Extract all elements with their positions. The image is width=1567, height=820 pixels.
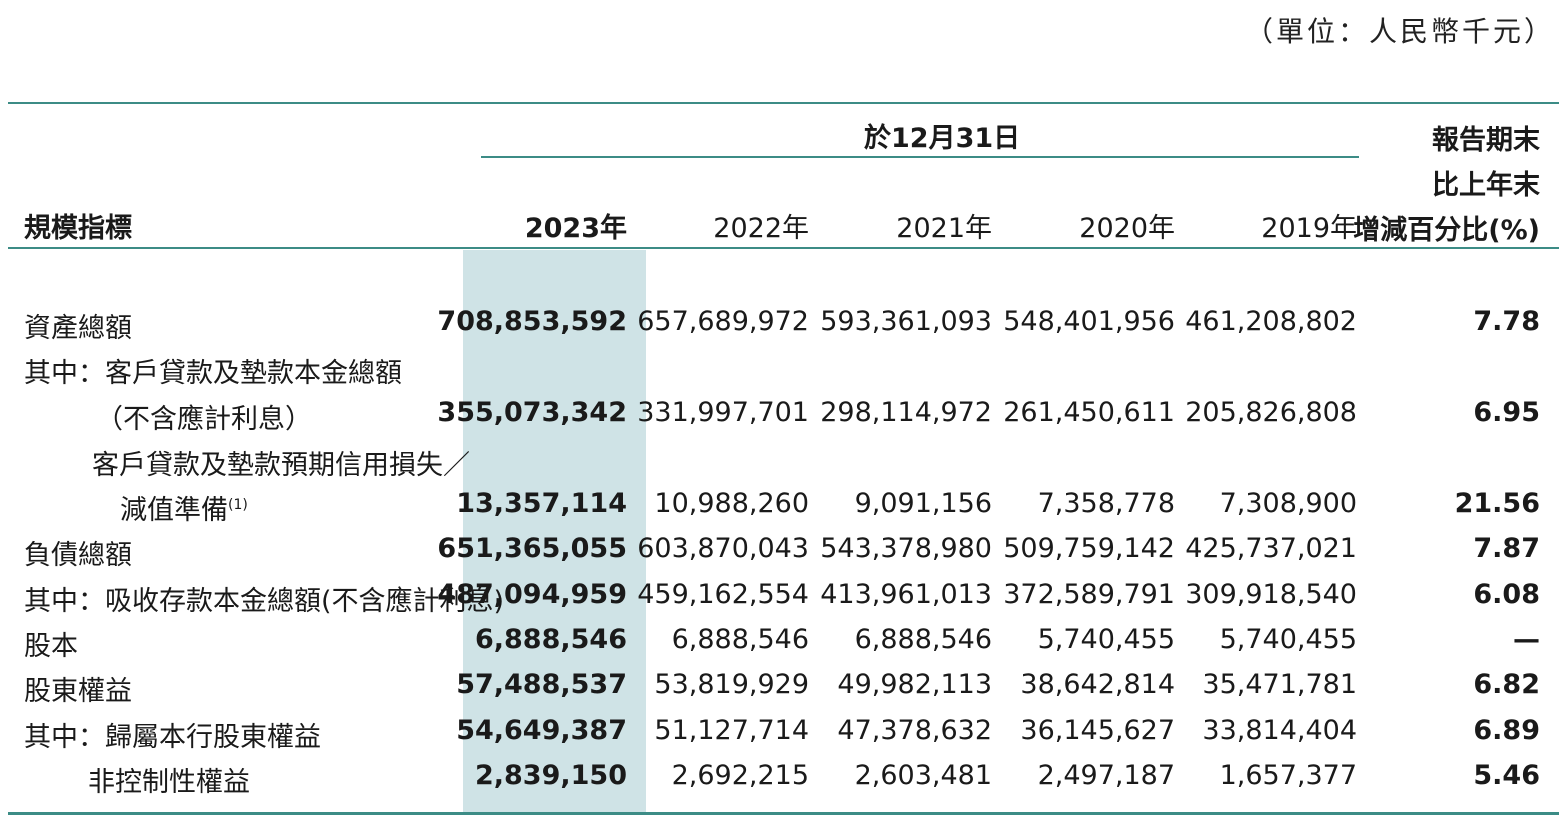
- row-label: 負債總額: [24, 540, 132, 571]
- row-label: 減值準備: [120, 495, 228, 526]
- cell-2020: 372,589,791: [1003, 579, 1175, 610]
- cell-2020: 5,740,455: [1037, 624, 1175, 655]
- cell-2019: 425,737,021: [1185, 533, 1357, 564]
- row-label: 其中：吸收存款本金總額(不含應計利息): [24, 586, 505, 617]
- cell-2023: 13,357,114: [456, 488, 627, 519]
- row-label-wrap: 減值準備(1): [120, 488, 248, 527]
- year-header-row: 2023年 2022年 2021年 2020年 2019年: [0, 200, 1567, 244]
- table-row: 其中：歸屬本行股東權益 54,649,387 51,127,714 47,378…: [0, 709, 1567, 754]
- year-header-2021: 2021年: [896, 213, 992, 244]
- year-header-2023: 2023年: [524, 213, 627, 244]
- cell-2021: 49,982,113: [837, 669, 992, 700]
- footnote-marker: (1): [228, 497, 248, 513]
- cell-2023: 651,365,055: [437, 533, 627, 564]
- table-row: 負債總額 651,365,055 603,870,043 543,378,980…: [0, 527, 1567, 572]
- cell-2020: 261,450,611: [1003, 397, 1175, 428]
- cell-2021: 9,091,156: [854, 488, 992, 519]
- metric-header-label: 規模指標: [24, 213, 132, 244]
- table-row: 股東權益 57,488,537 53,819,929 49,982,113 38…: [0, 663, 1567, 708]
- cell-change: 6.89: [1473, 715, 1540, 746]
- cell-2022: 53,819,929: [654, 669, 809, 700]
- cell-2021: 47,378,632: [837, 715, 992, 746]
- cell-2022: 51,127,714: [654, 715, 809, 746]
- table-row: 股本 6,888,546 6,888,546 6,888,546 5,740,4…: [0, 618, 1567, 663]
- cell-2023: 708,853,592: [437, 306, 627, 337]
- row-label: 其中：歸屬本行股東權益: [24, 722, 321, 753]
- table-row: 非控制性權益 2,839,150 2,692,215 2,603,481 2,4…: [0, 754, 1567, 799]
- cell-2022: 2,692,215: [671, 760, 809, 791]
- cell-2023: 57,488,537: [456, 669, 627, 700]
- cell-change: 5.46: [1473, 760, 1540, 791]
- row-label: 股本: [24, 631, 78, 662]
- cell-2019: 5,740,455: [1219, 624, 1357, 655]
- cell-2020: 509,759,142: [1003, 533, 1175, 564]
- cell-2019: 205,826,808: [1185, 397, 1357, 428]
- row-label: （不含應計利息）: [96, 404, 312, 435]
- change-header-line-3: 增減百分比(%): [1353, 215, 1540, 246]
- year-header-2019: 2019年: [1261, 213, 1357, 244]
- group-header-label: 於12月31日: [864, 123, 1021, 154]
- row-label: 股東權益: [24, 676, 132, 707]
- cell-2023: 355,073,342: [437, 397, 627, 428]
- table-row: 減值準備(1) 13,357,114 10,988,260 9,091,156 …: [0, 482, 1567, 527]
- cell-2023: 54,649,387: [456, 715, 627, 746]
- cell-2022: 459,162,554: [637, 579, 809, 610]
- cell-2021: 593,361,093: [820, 306, 992, 337]
- cell-2019: 461,208,802: [1185, 306, 1357, 337]
- cell-2020: 548,401,956: [1003, 306, 1175, 337]
- group-header-rule: [481, 156, 1359, 158]
- cell-2019: 7,308,900: [1219, 488, 1357, 519]
- cell-2023: 487,094,959: [437, 579, 627, 610]
- cell-2020: 36,145,627: [1020, 715, 1175, 746]
- cell-change: 6.95: [1473, 397, 1540, 428]
- cell-change: —: [1513, 624, 1540, 655]
- cell-2022: 657,689,972: [637, 306, 809, 337]
- unit-note: （單位：人民幣千元）: [1244, 15, 1555, 48]
- cell-2022: 10,988,260: [654, 488, 809, 519]
- cell-2019: 35,471,781: [1202, 669, 1357, 700]
- row-label: 非控制性權益: [88, 767, 250, 798]
- cell-change: 21.56: [1454, 488, 1540, 519]
- table-row: 其中：吸收存款本金總額(不含應計利息) 487,094,959 459,162,…: [0, 573, 1567, 618]
- cell-2023: 2,839,150: [474, 760, 627, 791]
- cell-2023: 6,888,546: [474, 624, 627, 655]
- cell-2020: 7,358,778: [1037, 488, 1175, 519]
- year-header-2020: 2020年: [1079, 213, 1175, 244]
- cell-2021: 6,888,546: [854, 624, 992, 655]
- table-row: 其中：客戶貸款及墊款本金總額: [0, 345, 1567, 390]
- cell-2019: 309,918,540: [1185, 579, 1357, 610]
- cell-change: 6.08: [1473, 579, 1540, 610]
- cell-2022: 603,870,043: [637, 533, 809, 564]
- year-header-2022: 2022年: [713, 213, 809, 244]
- cell-2021: 413,961,013: [820, 579, 992, 610]
- cell-2019: 33,814,404: [1202, 715, 1357, 746]
- change-header-line-1: 報告期末: [1432, 125, 1540, 156]
- cell-2022: 331,997,701: [637, 397, 809, 428]
- table-row: 資產總額 708,853,592 657,689,972 593,361,093…: [0, 300, 1567, 345]
- change-header-line-2: 比上年末: [1432, 170, 1540, 201]
- cell-2021: 543,378,980: [820, 533, 992, 564]
- table-bottom-rule: [8, 812, 1559, 815]
- cell-change: 6.82: [1473, 669, 1540, 700]
- cell-change: 7.78: [1473, 306, 1540, 337]
- cell-change: 7.87: [1473, 533, 1540, 564]
- cell-2020: 2,497,187: [1037, 760, 1175, 791]
- cell-2020: 38,642,814: [1020, 669, 1175, 700]
- row-label: 客戶貸款及墊款預期信用損失／: [92, 450, 470, 481]
- cell-2019: 1,657,377: [1219, 760, 1357, 791]
- cell-2022: 6,888,546: [671, 624, 809, 655]
- header-bottom-rule: [8, 247, 1559, 249]
- table-top-rule: [8, 102, 1559, 104]
- cell-2021: 298,114,972: [820, 397, 992, 428]
- table-row: （不含應計利息） 355,073,342 331,997,701 298,114…: [0, 391, 1567, 436]
- table-row: 客戶貸款及墊款預期信用損失／: [0, 437, 1567, 482]
- row-label: 資產總額: [24, 313, 132, 344]
- cell-2021: 2,603,481: [854, 760, 992, 791]
- current-year-highlight: [463, 250, 646, 814]
- row-label: 其中：客戶貸款及墊款本金總額: [24, 358, 402, 389]
